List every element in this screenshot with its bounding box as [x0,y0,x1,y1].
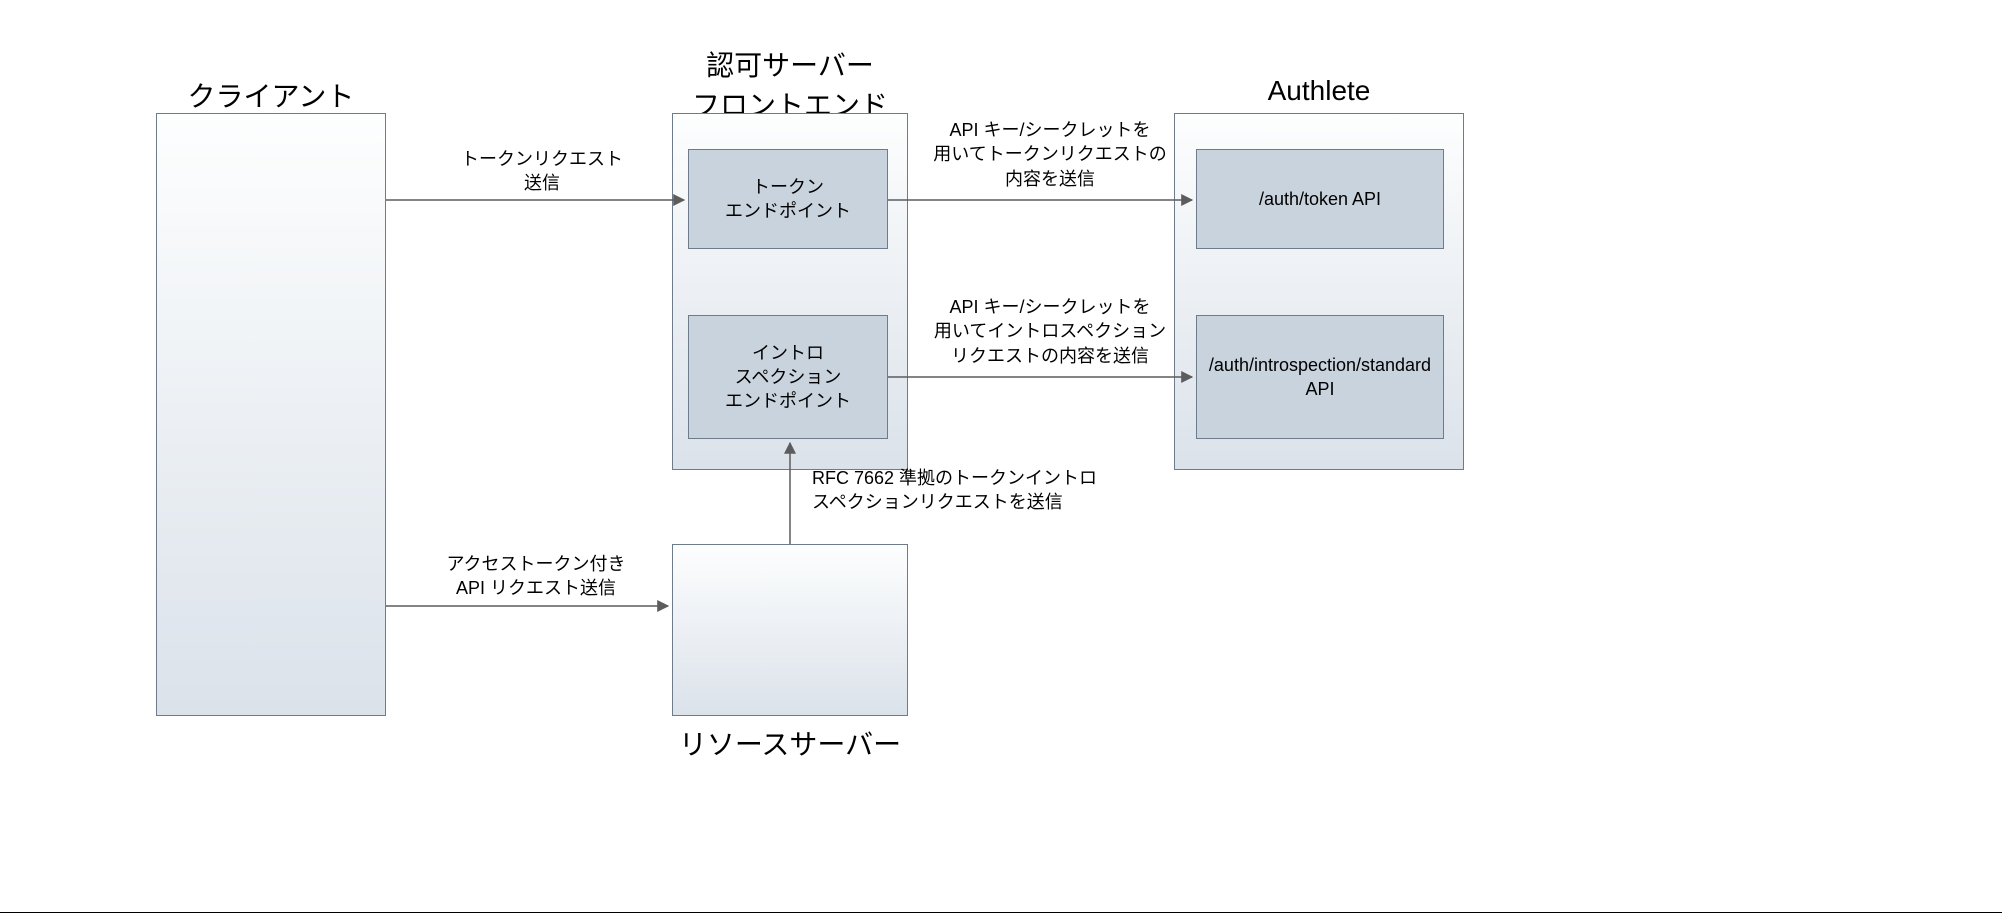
introspection-endpoint-l2: スペクション [735,367,842,387]
e2-l3: 内容を送信 [1005,169,1095,189]
title-auth-server-line1: 認可サーバー [706,50,874,81]
introspection-endpoint-l1: イントロ [752,343,824,363]
client-box [156,113,386,716]
edge-label-e4: RFC 7662 準拠のトークンイントロ スペクションリクエストを送信 [812,466,1132,515]
title-authlete: Authlete [1174,75,1464,107]
e5-l2: API リクエスト送信 [456,578,616,598]
auth-token-api-label: /auth/token API [1259,187,1381,211]
token-endpoint-box: トークン エンドポイント [688,149,888,249]
e5-l1: アクセストークン付き [446,554,625,574]
title-auth-server: 認可サーバー フロントエンド [620,44,960,124]
e1-l1: トークンリクエスト [461,149,623,169]
e3-l3: リクエストの内容を送信 [951,346,1149,366]
auth-introspection-api-l1: /auth/introspection/standard [1209,355,1431,375]
e1-l2: 送信 [524,173,560,193]
e3-l2: 用いてイントロスペクション [934,321,1166,341]
e2-l1: API キー/シークレットを [949,120,1150,140]
auth-token-api-box: /auth/token API [1196,149,1444,249]
e2-l2: 用いてトークンリクエストの [933,144,1166,164]
token-endpoint-l1: トークン [752,177,824,197]
edge-label-e3: API キー/シークレットを 用いてイントロスペクション リクエストの内容を送信 [910,295,1190,368]
diagram-canvas: クライアント 認可サーバー フロントエンド Authlete リソースサーバー … [0,0,2002,913]
e4-l1: RFC 7662 準拠のトークンイントロ [812,468,1097,488]
e4-l2: スペクションリクエストを送信 [812,492,1063,512]
edge-label-e1: トークンリクエスト 送信 [412,147,672,196]
title-resource-server: リソースサーバー [620,723,960,763]
auth-introspection-api-l2: API [1305,379,1334,399]
introspection-endpoint-l3: エンドポイント [725,391,851,411]
edge-label-e2: API キー/シークレットを 用いてトークンリクエストの 内容を送信 [910,118,1190,191]
introspection-endpoint-box: イントロ スペクション エンドポイント [688,315,888,439]
edge-label-e5: アクセストークン付き API リクエスト送信 [406,552,666,601]
token-endpoint-l2: エンドポイント [725,201,851,221]
e3-l1: API キー/シークレットを [949,297,1150,317]
title-client: クライアント [156,75,386,115]
resource-server-box [672,544,908,716]
auth-introspection-api-box: /auth/introspection/standard API [1196,315,1444,439]
